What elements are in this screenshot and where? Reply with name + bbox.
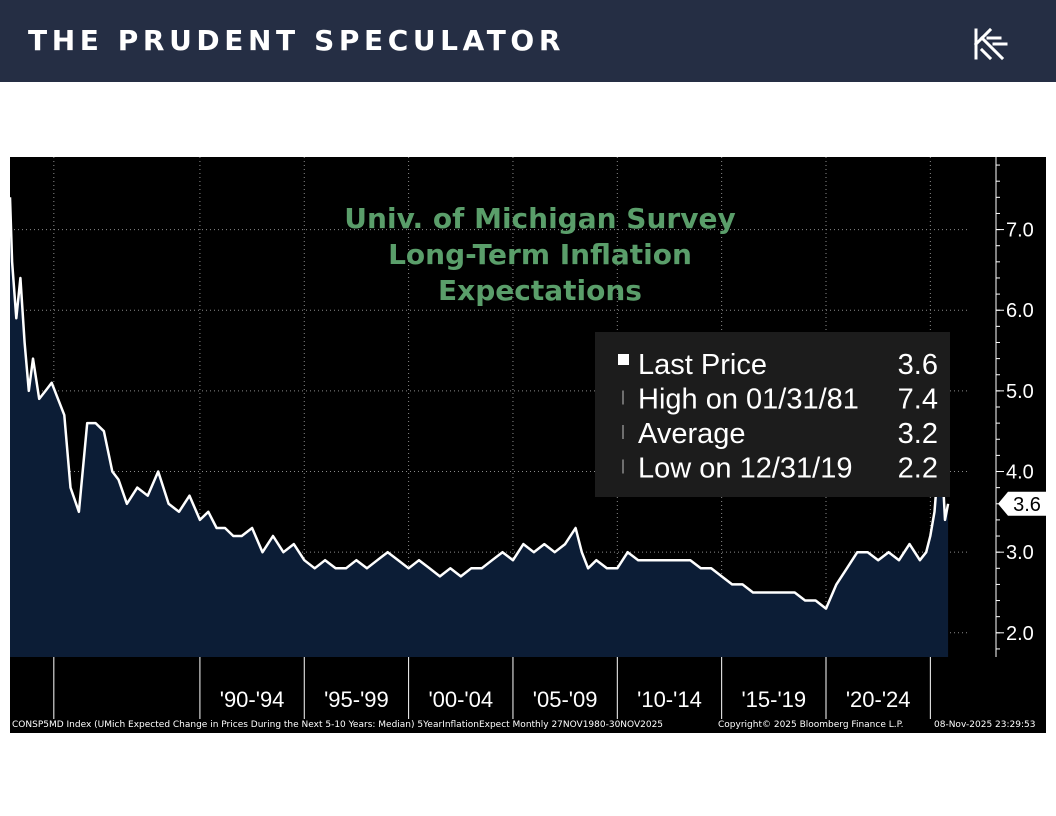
brand-title: THE PRUDENT SPECULATOR bbox=[28, 24, 565, 57]
last-value-marker bbox=[998, 491, 1046, 516]
series-line bbox=[10, 197, 950, 610]
legend-label: Average bbox=[638, 418, 746, 450]
x-tick-label: '05-'09 bbox=[533, 687, 598, 712]
chart-title-line: Univ. of Michigan Survey bbox=[344, 202, 735, 235]
header-bar: THE PRUDENT SPECULATOR bbox=[0, 0, 1056, 82]
legend-value: 7.4 bbox=[898, 384, 938, 416]
y-tick-label: 7.0 bbox=[1006, 220, 1034, 242]
legend-value: 2.2 bbox=[898, 453, 938, 485]
y-tick-label: 6.0 bbox=[1006, 300, 1034, 322]
legend-value: 3.6 bbox=[898, 349, 938, 381]
chart-title-line: Expectations bbox=[438, 274, 642, 307]
y-tick-label: 2.0 bbox=[1006, 623, 1034, 645]
footer-copyright: Copyright© 2025 Bloomberg Finance L.P. bbox=[718, 720, 904, 730]
legend-last-price-icon bbox=[618, 354, 629, 365]
footer-timestamp: 08-Nov-2025 23:29:53 bbox=[934, 720, 1036, 730]
last-value-label: 3.6 bbox=[1013, 494, 1041, 516]
x-tick-label: '90-'94 bbox=[220, 687, 285, 712]
series-area-fill bbox=[10, 197, 949, 658]
chart-title-line: Long-Term Inflation bbox=[388, 238, 692, 271]
y-tick-label: 3.0 bbox=[1006, 542, 1034, 564]
legend-label: Last Price bbox=[638, 349, 767, 381]
x-tick-label: '10-'14 bbox=[637, 687, 702, 712]
x-tick-label: '00-'04 bbox=[428, 687, 493, 712]
x-tick-label: '20-'24 bbox=[846, 687, 911, 712]
legend-box bbox=[595, 332, 950, 497]
x-tick-label: '95-'99 bbox=[324, 687, 389, 712]
legend-label: Low on 12/31/19 bbox=[638, 453, 852, 485]
y-tick-label: 5.0 bbox=[1006, 381, 1034, 403]
footer-index-description: CONSP5MD Index (UMich Expected Change in… bbox=[12, 720, 664, 730]
legend-value: 3.2 bbox=[898, 418, 938, 450]
kt-monogram-icon bbox=[973, 27, 1008, 61]
chart-panel: 2.0 3.0 4.0 5.0 6.0 7.0 '90-'94 '95-'99 '00-'04 '… bbox=[10, 157, 1046, 733]
legend-label: High on 01/31/81 bbox=[638, 384, 859, 416]
y-tick-label: 4.0 bbox=[1006, 462, 1034, 484]
inflation-expectations-chart: 2.0 3.0 4.0 5.0 6.0 7.0 '90-'94 '95-'99 '00-'04 '… bbox=[10, 157, 1046, 719]
x-tick-label: '15-'19 bbox=[741, 687, 806, 712]
